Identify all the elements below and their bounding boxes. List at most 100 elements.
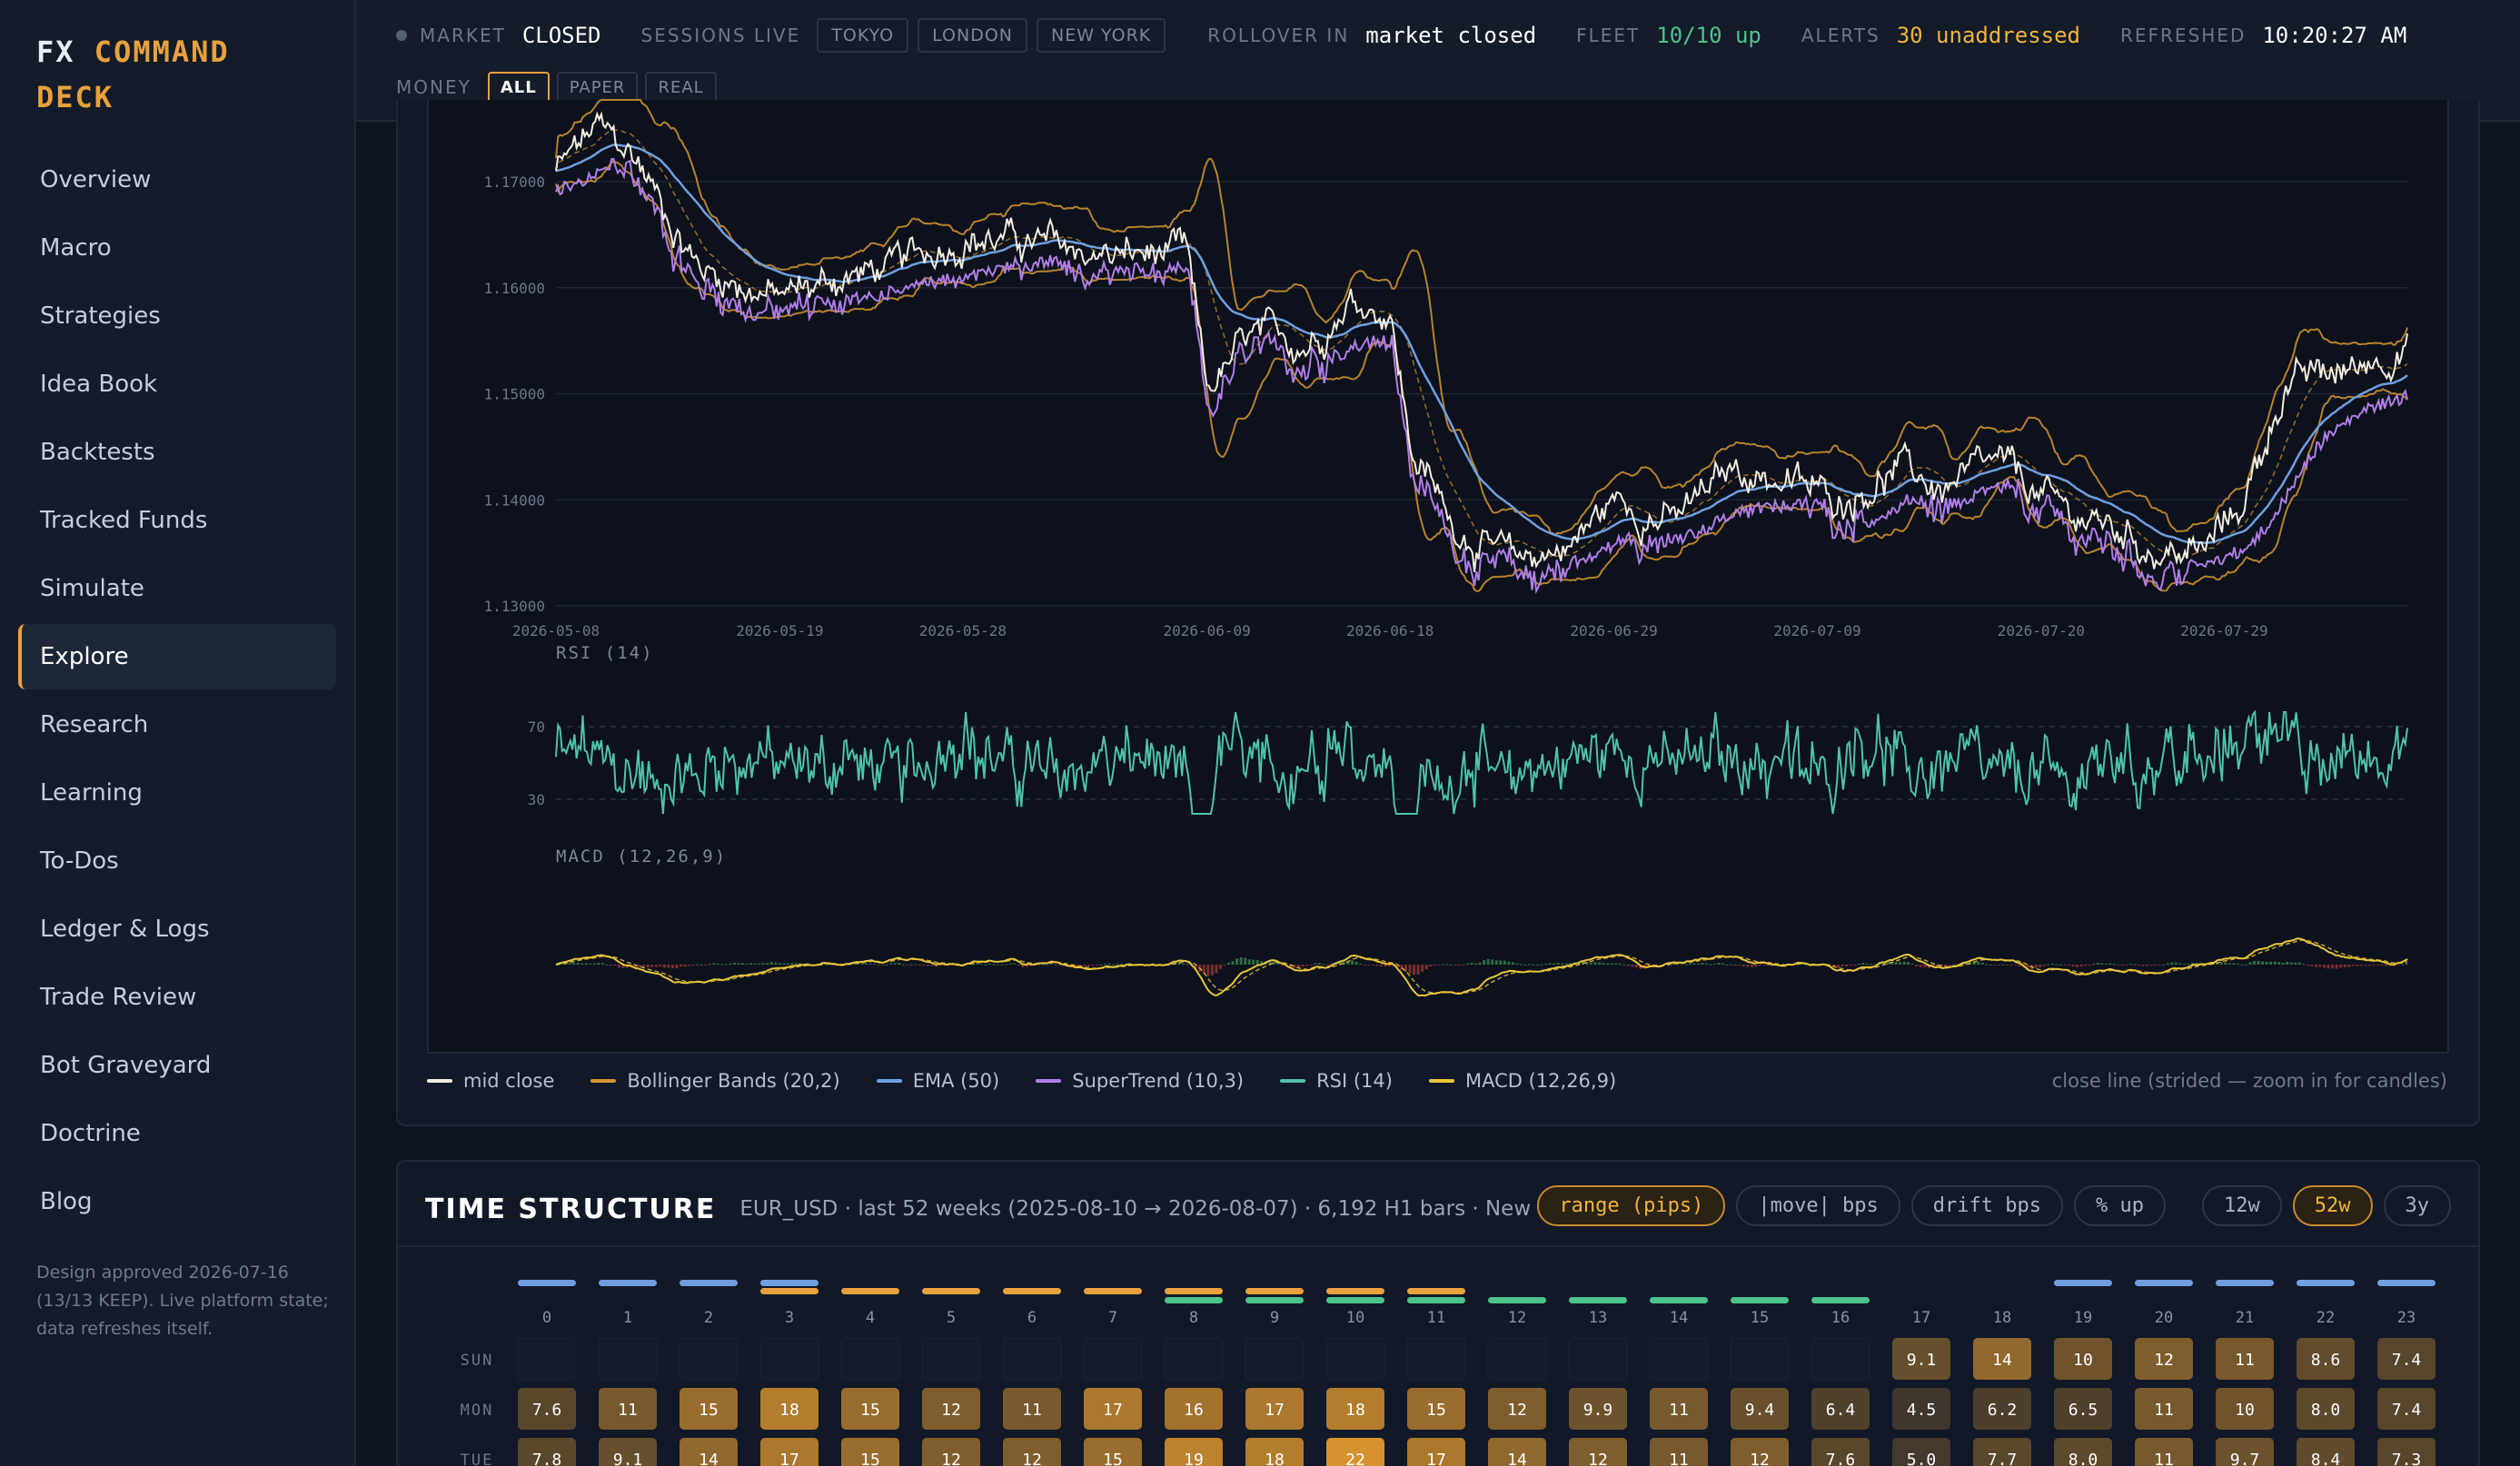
metric-range-pips[interactable]: range (pips) (1537, 1185, 1726, 1226)
heatmap-cell[interactable] (599, 1388, 657, 1430)
session-chip-new-york[interactable]: NEW YORK (1037, 18, 1166, 53)
heatmap-cell[interactable] (1003, 1388, 1061, 1430)
heatmap-cell[interactable] (1892, 1338, 1950, 1380)
heatmap-cell[interactable] (518, 1388, 576, 1430)
heatmap-cell[interactable] (1165, 1438, 1223, 1466)
session-chip-london[interactable]: LONDON (918, 18, 1028, 53)
heatmap-cell[interactable] (841, 1438, 899, 1466)
heatmap-cell[interactable] (2216, 1388, 2274, 1430)
macd-histogram-bar (1474, 963, 1478, 965)
sidebar-item-idea-book[interactable]: Idea Book (40, 371, 158, 398)
heatmap-cell[interactable] (1326, 1388, 1384, 1430)
heatmap-cell-value: 12 (941, 1401, 961, 1420)
sidebar-item-research[interactable]: Research (40, 711, 149, 738)
macd-histogram-bar (844, 965, 848, 966)
heatmap-cell[interactable] (2054, 1388, 2112, 1430)
sidebar-item-to-dos[interactable]: To-Dos (40, 847, 119, 875)
heatmap-cell[interactable] (1569, 1438, 1627, 1466)
heatmap-cell[interactable] (760, 1388, 819, 1430)
heatmap-cell[interactable] (2135, 1438, 2193, 1466)
metric-pct-up[interactable]: % up (2074, 1185, 2166, 1226)
heatmap-cell[interactable] (1892, 1388, 1950, 1430)
alerts-value[interactable]: 30 unaddressed (1896, 23, 2080, 48)
sidebar-item-tracked-funds[interactable]: Tracked Funds (40, 507, 208, 534)
heatmap-cell[interactable] (760, 1438, 819, 1466)
heatmap-cell[interactable] (2297, 1388, 2355, 1430)
legend-item-ema-50[interactable]: EMA (50) (876, 1070, 999, 1092)
macd-histogram-bar (1371, 965, 1374, 966)
price-chart[interactable]: 2026-05-08 2026-05-19 2026-05-28 2026-06-09… (0, 0, 2520, 1126)
brand-logo[interactable]: FX COMMAND DECK (36, 29, 336, 120)
heatmap-cell[interactable] (2377, 1388, 2436, 1430)
heatmap-cell[interactable] (1165, 1388, 1223, 1430)
heatmap-cell[interactable] (1973, 1338, 2031, 1380)
sidebar-item-blog[interactable]: Blog (40, 1188, 93, 1215)
heatmap-cell-value: 18 (1345, 1401, 1365, 1420)
heatmap-cell[interactable] (1650, 1388, 1708, 1430)
heatmap-cell[interactable] (2135, 1388, 2193, 1430)
sidebar-item-ledger-logs[interactable]: Ledger & Logs (40, 916, 210, 943)
heatmap-cell[interactable] (1731, 1388, 1789, 1430)
sidebar-item-learning[interactable]: Learning (40, 779, 143, 807)
heatmap-cell[interactable] (2377, 1438, 2436, 1466)
legend-item-supertrend-10-3[interactable]: SuperTrend (10,3) (1036, 1070, 1244, 1092)
heatmap-cell[interactable] (1488, 1388, 1546, 1430)
heatmap-cell[interactable] (1326, 1438, 1384, 1466)
heatmap-cell[interactable] (1811, 1388, 1870, 1430)
heatmap-cell[interactable] (1084, 1388, 1142, 1430)
heatmap-cell[interactable] (2135, 1338, 2193, 1380)
heatmap-cell[interactable] (1245, 1438, 1304, 1466)
heatmap-cell[interactable] (1811, 1438, 1870, 1466)
sidebar-item-doctrine[interactable]: Doctrine (40, 1120, 141, 1147)
heatmap-cell[interactable] (922, 1388, 980, 1430)
heatmap-cell[interactable] (2216, 1438, 2274, 1466)
heatmap-cell[interactable] (2054, 1338, 2112, 1380)
heatmap-cell[interactable] (2297, 1338, 2355, 1380)
metric-move-bps[interactable]: |move| bps (1736, 1185, 1900, 1226)
window-3y[interactable]: 3y (2383, 1185, 2451, 1226)
sidebar-item-explore[interactable]: Explore (18, 624, 336, 689)
heatmap-cell[interactable] (1488, 1438, 1546, 1466)
heatmap-cell[interactable] (1407, 1388, 1465, 1430)
ema-line (555, 144, 2408, 545)
sidebar-item-simulate[interactable]: Simulate (40, 575, 144, 602)
legend-item-bollinger-bands-20-2[interactable]: Bollinger Bands (20,2) (590, 1070, 840, 1092)
heatmap-cell[interactable] (518, 1438, 576, 1466)
sidebar-item-strategies[interactable]: Strategies (40, 302, 161, 330)
heatmap-cell[interactable] (680, 1438, 738, 1466)
heatmap-cell[interactable] (1973, 1388, 2031, 1430)
legend-item-macd-12-26-9[interactable]: MACD (12,26,9) (1428, 1070, 1616, 1092)
legend-item-rsi-14[interactable]: RSI (14) (1280, 1070, 1393, 1092)
heatmap-cell[interactable] (1973, 1438, 2031, 1466)
heatmap-cell[interactable] (1407, 1438, 1465, 1466)
sidebar-item-macro[interactable]: Macro (40, 234, 112, 262)
sidebar-item-overview[interactable]: Overview (40, 166, 152, 193)
heatmap-cell[interactable] (2216, 1338, 2274, 1380)
metric-drift-bps[interactable]: drift bps (1910, 1185, 2064, 1226)
sidebar-item-trade-review[interactable]: Trade Review (40, 984, 197, 1011)
price-x-tick-label: 2026-06-09 (1163, 622, 1250, 639)
heatmap-cell[interactable] (2377, 1338, 2436, 1380)
macd-histogram-bar (930, 965, 934, 966)
sidebar-item-bot-graveyard[interactable]: Bot Graveyard (40, 1052, 212, 1079)
heatmap-cell[interactable] (922, 1438, 980, 1466)
macd-histogram-bar (1626, 965, 1630, 966)
heatmap-cell[interactable] (1731, 1438, 1789, 1466)
heatmap-cell[interactable] (1650, 1438, 1708, 1466)
heatmap-cell[interactable] (1569, 1388, 1627, 1430)
heatmap-cell[interactable] (2054, 1438, 2112, 1466)
heatmap-cell[interactable] (1003, 1438, 1061, 1466)
heatmap-cell[interactable] (599, 1438, 657, 1466)
sidebar-item-backtests[interactable]: Backtests (40, 439, 155, 466)
session-chip-tokyo[interactable]: TOKYO (817, 18, 909, 53)
heatmap-cell[interactable] (1245, 1388, 1304, 1430)
window-12w[interactable]: 12w (2202, 1185, 2282, 1226)
heatmap-cell[interactable] (1084, 1438, 1142, 1466)
legend-item-mid-close[interactable]: mid close (427, 1070, 554, 1092)
heatmap-cell[interactable] (2297, 1438, 2355, 1466)
heatmap-cell[interactable] (680, 1388, 738, 1430)
heatmap-cell[interactable] (841, 1388, 899, 1430)
window-52w[interactable]: 52w (2292, 1185, 2373, 1226)
heatmap-cell[interactable] (1892, 1438, 1950, 1466)
